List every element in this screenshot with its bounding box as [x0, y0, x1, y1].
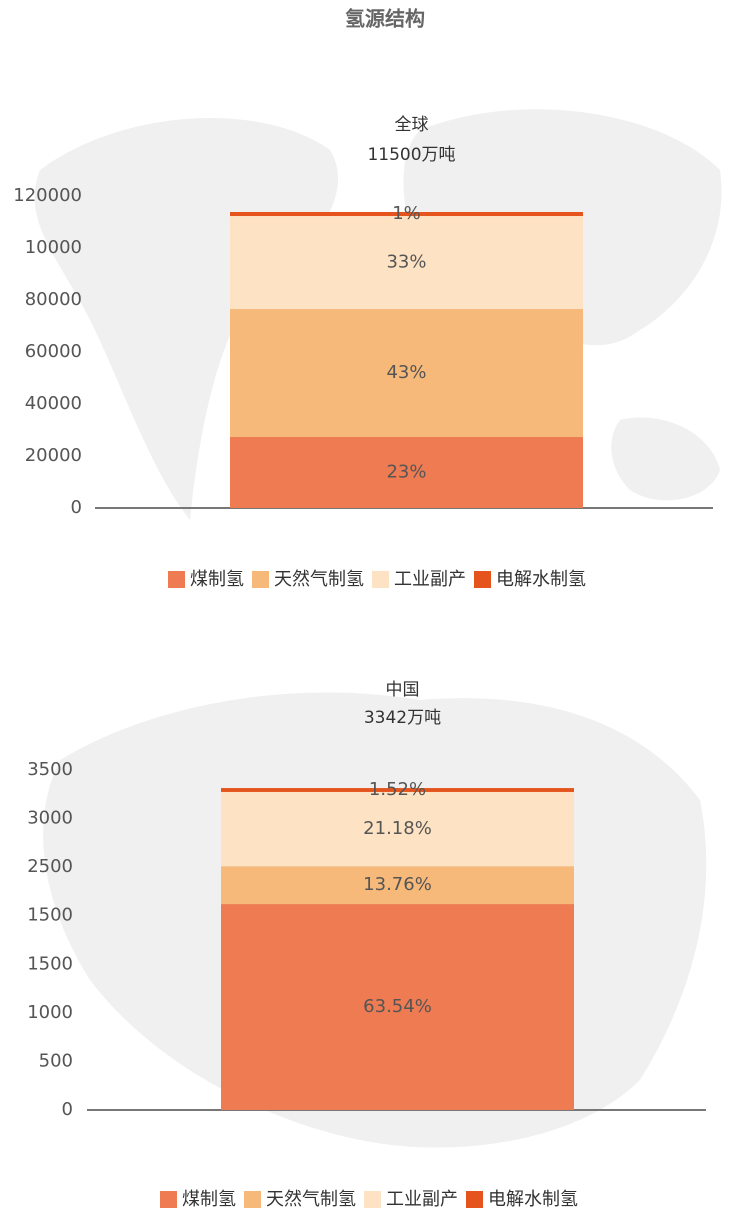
- chart-subtitle: 11500万吨: [367, 145, 455, 165]
- legend-label: 煤制氢: [190, 569, 244, 590]
- data-label: 1%: [392, 203, 421, 224]
- y-tick-label: 2500: [27, 856, 73, 877]
- legend-label: 天然气制氢: [266, 1189, 356, 1210]
- legend-swatch: [160, 1191, 177, 1208]
- bar-segment: [230, 216, 583, 310]
- chart-title: 全球: [395, 115, 429, 135]
- y-tick-label: 1000: [27, 1002, 73, 1023]
- legend-label: 天然气制氢: [274, 569, 364, 590]
- y-tick-label: 40000: [25, 393, 82, 414]
- legend-label: 电解水制氢: [488, 1189, 578, 1210]
- bar-segment: [221, 904, 574, 1110]
- y-tick-label: 120000: [13, 185, 82, 206]
- data-label: 21.18%: [363, 818, 432, 839]
- y-tick-label: 0: [62, 1099, 73, 1120]
- bar-segment: [230, 309, 583, 438]
- page-title: 氢源结构: [345, 7, 425, 31]
- y-tick-label: 500: [39, 1050, 73, 1071]
- y-tick-label: 3500: [27, 759, 73, 780]
- y-tick-label: 60000: [25, 341, 82, 362]
- data-label: 63.54%: [363, 996, 432, 1017]
- y-tick-label: 0: [71, 497, 82, 518]
- y-tick-label: 3000: [27, 808, 73, 829]
- bar-segment: [230, 211, 583, 217]
- data-label: 1.52%: [369, 779, 426, 800]
- chart-title: 中国: [386, 680, 420, 700]
- data-label: 23%: [386, 462, 426, 483]
- legend-label: 煤制氢: [182, 1189, 236, 1210]
- legend-swatch: [474, 571, 491, 588]
- legend-swatch: [466, 1191, 483, 1208]
- bar-segment: [230, 437, 583, 508]
- data-label: 33%: [386, 252, 426, 273]
- legend-swatch: [168, 571, 185, 588]
- legend-label: 工业副产: [386, 1189, 458, 1210]
- data-label: 13.76%: [363, 874, 432, 895]
- legend-label: 电解水制氢: [496, 569, 586, 590]
- legend-swatch: [252, 571, 269, 588]
- legend-swatch: [372, 571, 389, 588]
- y-tick-label: 10000: [25, 237, 82, 258]
- y-tick-label: 1500: [27, 953, 73, 974]
- y-tick-label: 80000: [25, 289, 82, 310]
- chart-subtitle: 3342万吨: [364, 708, 441, 728]
- y-tick-label: 1500: [27, 905, 73, 926]
- data-label: 43%: [386, 362, 426, 383]
- y-tick-label: 20000: [25, 445, 82, 466]
- legend-label: 工业副产: [394, 569, 466, 590]
- legend-swatch: [364, 1191, 381, 1208]
- bar-segment: [221, 791, 574, 867]
- legend-swatch: [244, 1191, 261, 1208]
- bar-segment: [221, 866, 574, 905]
- bar-segment: [221, 788, 574, 792]
